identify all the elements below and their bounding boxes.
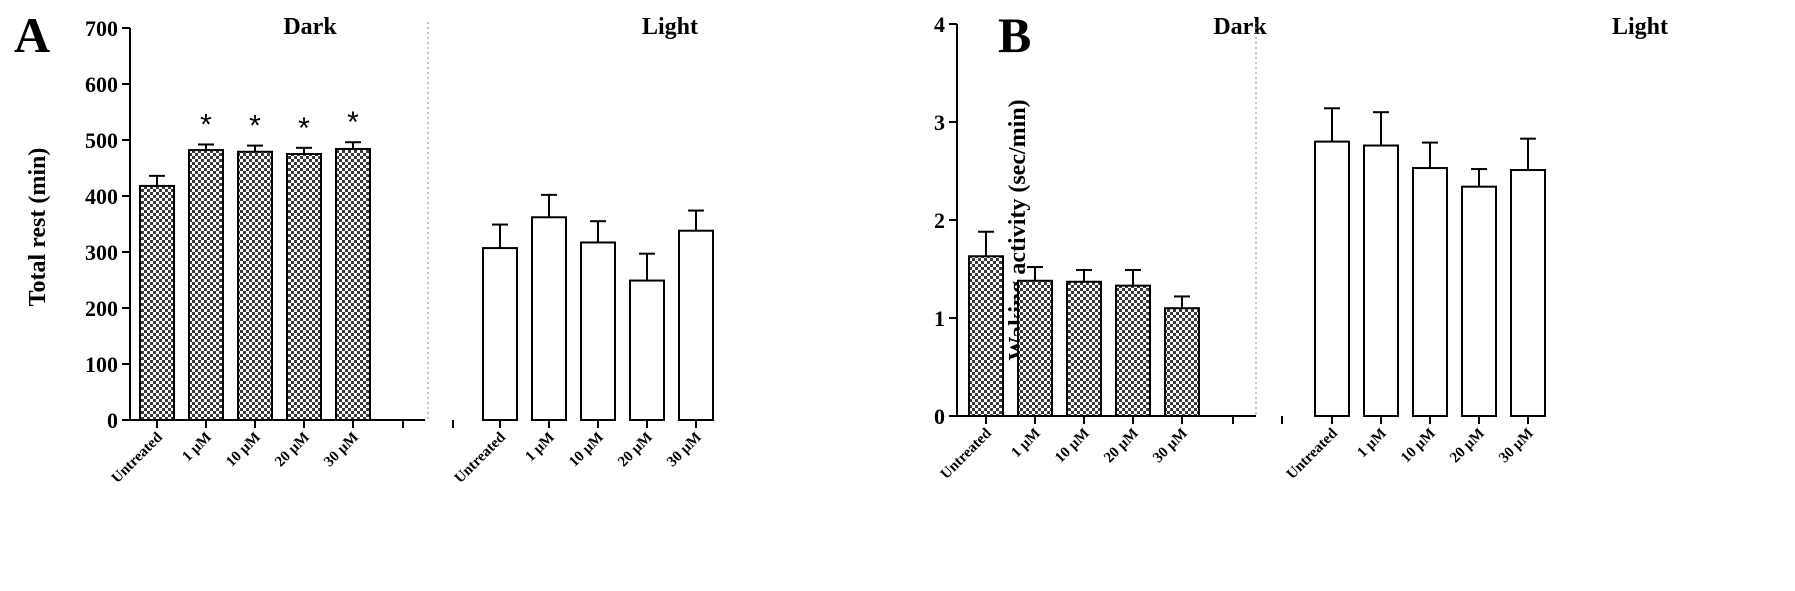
panel-a-light-bar [482,247,518,421]
panel-a-light-category-label: 10 µM [566,430,607,471]
panel-a-y-tick-label: 300 [85,240,118,265]
panel-b-dark-category-label: 10 µM [1052,426,1093,467]
panel-b-dark-category-label: 30 µM [1150,426,1191,467]
panel-b-light-bar [1363,144,1399,418]
panel-b-y-tick-label: 4 [934,12,945,37]
panel-b-dark-bar [1164,307,1200,418]
panel-a-chart: 0 100 200 300 400 500 600 700 Untreated 1 µM * 10 µ… [85,16,714,487]
panel-a-y-tick-label: 0 [107,408,118,433]
panel-a-light-bar [629,279,665,421]
panel-a-y-axis-label: Total rest (min) [25,148,51,307]
panel-a-y-tick-label: 200 [85,296,118,321]
panel-a-light-category-label: 30 µM [664,430,705,471]
panel-a-light-bar [531,216,567,421]
panel-b-dark-bar [1115,284,1151,417]
panel-b-light-category-label: 20 µM [1447,426,1488,467]
panel-b-y-tick-label: 2 [934,208,945,233]
panel-a-y-tick-label: 500 [85,128,118,153]
panel-a-dark-category-label: 20 µM [272,430,313,471]
panel-b-y-tick-label: 1 [934,306,945,331]
panel-a-light-label: Light [642,14,698,40]
panel-b-y-tick-label: 0 [934,404,945,429]
panel-a-light-category-label: 20 µM [615,430,656,471]
panel-a-dark-category-label: 10 µM [223,430,264,471]
panel-a-light-bar [580,241,616,421]
panel-b-light-category-label: Untreated [1284,425,1342,483]
panel-b-light-bar [1412,167,1448,417]
panel-b-y-tick-label: 3 [934,110,945,135]
panel-a-light-category-label: 1 µM [522,430,557,465]
panel-a-dark-significance-star: * [249,110,261,143]
panel-a-light-bar [678,229,714,421]
panel-b-dark-category-label: Untreated [938,425,996,483]
panel-a-dark-category-label: 1 µM [179,430,214,465]
panel-a-dark-significance-star: * [347,106,359,139]
panel-b-dark-label: Dark [1213,14,1267,40]
panel-a-dark-category-label: Untreated [109,429,167,487]
panel-a-dark-significance-star: * [298,112,310,145]
panel-a-dark-bar [335,147,371,422]
panel-b-light-category-label: 1 µM [1354,426,1389,461]
panel-a-dark-bar [139,184,175,421]
panel-b-light-bar [1314,140,1350,417]
panel-b-dark-bar [968,255,1004,418]
panel-a-y-tick-label: 400 [85,184,118,209]
panel-a-y-tick-label: 700 [85,16,118,41]
panel-a-dark-bar [188,149,224,422]
panel-b-light-bar [1510,169,1546,417]
panel-letter-a: A [14,7,50,63]
panel-a-light-category-label: Untreated [452,429,510,487]
panel-b-light-category-label: 30 µM [1496,426,1537,467]
panel-a-dark-label: Dark [283,14,337,40]
panel-b-light-label: Light [1612,14,1668,40]
panel-a-y-tick-label: 600 [85,72,118,97]
panel-a-y-tick-label: 100 [85,352,118,377]
panel-b-dark-bar [1017,279,1053,418]
panel-a-dark-bar [286,153,322,421]
panel-b-light-category-label: 10 µM [1398,426,1439,467]
panel-a-dark-bar [237,150,273,421]
panel-a-dark-significance-star: * [200,108,212,141]
panel-b-dark-category-label: 1 µM [1008,426,1043,461]
panel-a-dark-category-label: 30 µM [321,430,362,471]
panel-b-dark-category-label: 20 µM [1101,426,1142,467]
panel-letter-b: B [998,7,1031,63]
panel-b-dark-bar [1066,280,1102,417]
panel-b-light-bar [1461,185,1497,417]
